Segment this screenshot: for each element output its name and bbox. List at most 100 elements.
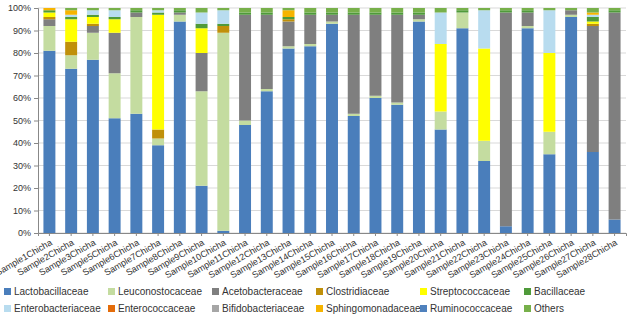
bars — [43, 8, 620, 233]
bar-segment — [283, 46, 295, 48]
bar-segment — [500, 226, 512, 233]
bar-segment — [456, 13, 468, 29]
bar-segment — [87, 17, 99, 24]
bar-segment — [109, 19, 121, 33]
bar-segment — [65, 69, 77, 233]
tick-mark — [49, 233, 50, 236]
bar-segment — [239, 13, 251, 15]
legend-label: Enterobacteriaceae — [14, 303, 101, 314]
bar-segment — [43, 19, 55, 26]
legend-label: Leuconostocaceae — [118, 286, 202, 297]
tick-label: 100% — [8, 3, 31, 13]
tick-mark — [34, 211, 38, 212]
bar-segment — [87, 26, 99, 33]
bar-segment — [587, 152, 599, 233]
bar-segment — [478, 10, 490, 48]
bar-segment — [43, 8, 55, 10]
bar-segment — [500, 8, 512, 10]
tick-mark — [484, 233, 485, 236]
bar-segment — [109, 17, 121, 19]
legend-item: Ruminococcaceae — [420, 303, 513, 314]
axis-line — [39, 234, 627, 237]
x-axis: Sample1ChichaSample2ChichaSample3ChichaS… — [0, 233, 627, 280]
bar-segment — [43, 17, 55, 19]
bar-segment — [174, 13, 186, 15]
tick-mark — [114, 233, 115, 236]
bar-segment — [565, 8, 577, 10]
bar-segment — [196, 186, 208, 233]
bar-segment — [326, 13, 338, 15]
tick-mark — [34, 98, 38, 99]
bar-segment — [587, 24, 599, 26]
bar-segment — [152, 130, 164, 139]
bar-segment — [130, 10, 142, 12]
legend-swatch — [316, 305, 323, 312]
bar-segment — [543, 8, 555, 10]
bar-segment — [196, 24, 208, 29]
tick-mark — [505, 233, 506, 236]
bar-segment — [587, 8, 599, 13]
tick-label: 80% — [13, 48, 31, 58]
tick: 100% — [8, 3, 38, 13]
bar-segment — [174, 8, 186, 10]
legend-swatch — [4, 305, 11, 312]
tick-mark — [136, 233, 137, 236]
tick-label: 70% — [13, 71, 31, 81]
bar-segment — [456, 28, 468, 233]
tick-mark — [223, 233, 224, 236]
bar-segment — [304, 46, 316, 233]
tick-mark — [375, 233, 376, 236]
bar-segment — [435, 13, 447, 45]
bar-segment — [435, 130, 447, 234]
bar-segment — [413, 8, 425, 13]
bar-segment — [522, 26, 534, 28]
legend-label: Bacillaceae — [534, 286, 586, 297]
legend-item: Enterobacteriaceae — [4, 303, 101, 314]
legend-swatch — [212, 305, 219, 312]
bar-segment — [543, 53, 555, 132]
legend-item: Enterococcaceae — [108, 303, 196, 314]
tick-mark — [353, 233, 354, 236]
bar-segment — [283, 22, 295, 47]
tick-mark — [245, 233, 246, 236]
bar-segment — [478, 8, 490, 10]
tick-mark — [527, 233, 528, 236]
chart: 0%10%20%30%40%50%60%70%80%90%100%Sample1… — [0, 0, 632, 336]
bar-segment — [152, 139, 164, 146]
bar-segment — [217, 33, 229, 231]
bar-segment — [456, 8, 468, 10]
tick-label: 40% — [13, 138, 31, 148]
axis-line — [34, 9, 39, 234]
legend-label: Streptococcaceae — [430, 286, 510, 297]
tick-mark — [201, 233, 202, 236]
bar-segment — [522, 8, 534, 10]
bar-segment — [304, 44, 316, 46]
bar-segment — [369, 15, 381, 96]
legend-item: Lactobacillaceae — [4, 286, 89, 297]
bar-segment — [587, 26, 599, 152]
tick-mark — [34, 31, 38, 32]
bar-segment — [87, 60, 99, 233]
bar-segment — [283, 10, 295, 17]
legend-item: Sphingomonadaceae — [316, 303, 421, 314]
bar-segment — [152, 15, 164, 130]
bar-segment — [369, 96, 381, 98]
bar-segment — [196, 91, 208, 186]
tick: 20% — [13, 183, 38, 193]
bar-segment — [543, 132, 555, 155]
bar-segment — [522, 13, 534, 27]
tick-mark — [614, 233, 615, 236]
bar-segment — [87, 8, 99, 10]
bar-segment — [239, 121, 251, 126]
bar-segment — [522, 10, 534, 12]
legend-label: Others — [534, 303, 564, 314]
tick: 10% — [13, 206, 38, 216]
legend-label: Enterococcaceae — [118, 303, 196, 314]
legend-swatch — [4, 288, 11, 295]
bar-segment — [413, 13, 425, 15]
tick-mark — [266, 233, 267, 236]
bar-segment — [87, 33, 99, 60]
bar-segment — [261, 8, 273, 13]
bar-segment — [543, 10, 555, 53]
bar-segment — [435, 44, 447, 112]
